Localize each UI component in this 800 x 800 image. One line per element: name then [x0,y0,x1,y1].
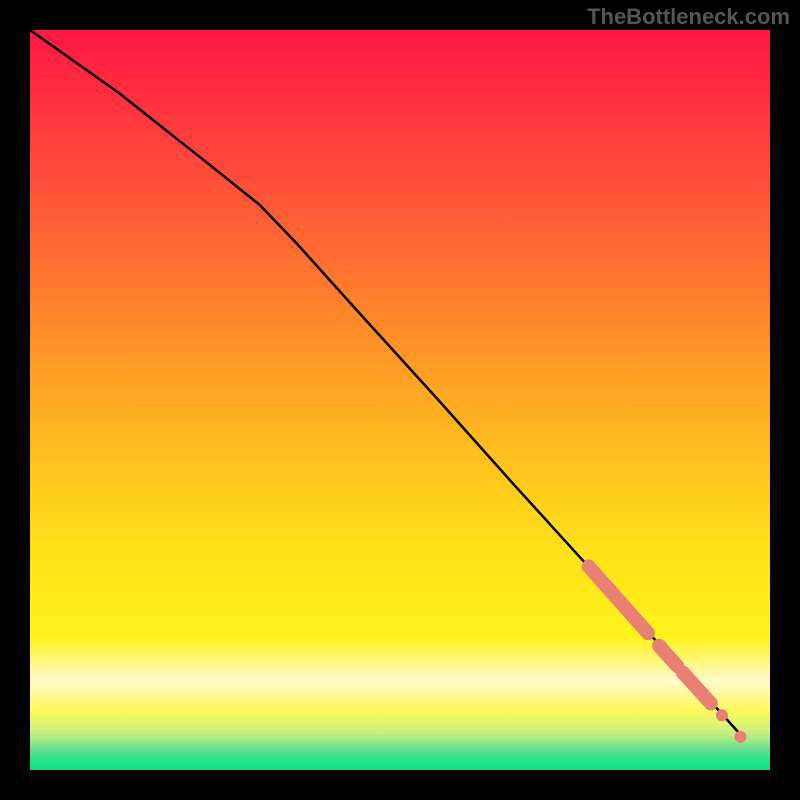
marker-dot [734,731,746,743]
gradient-background [30,30,770,770]
marker-dot [716,709,728,721]
chart-svg [30,30,770,770]
watermark-text: TheBottleneck.com [587,4,790,30]
chart-plot-area [30,30,770,770]
